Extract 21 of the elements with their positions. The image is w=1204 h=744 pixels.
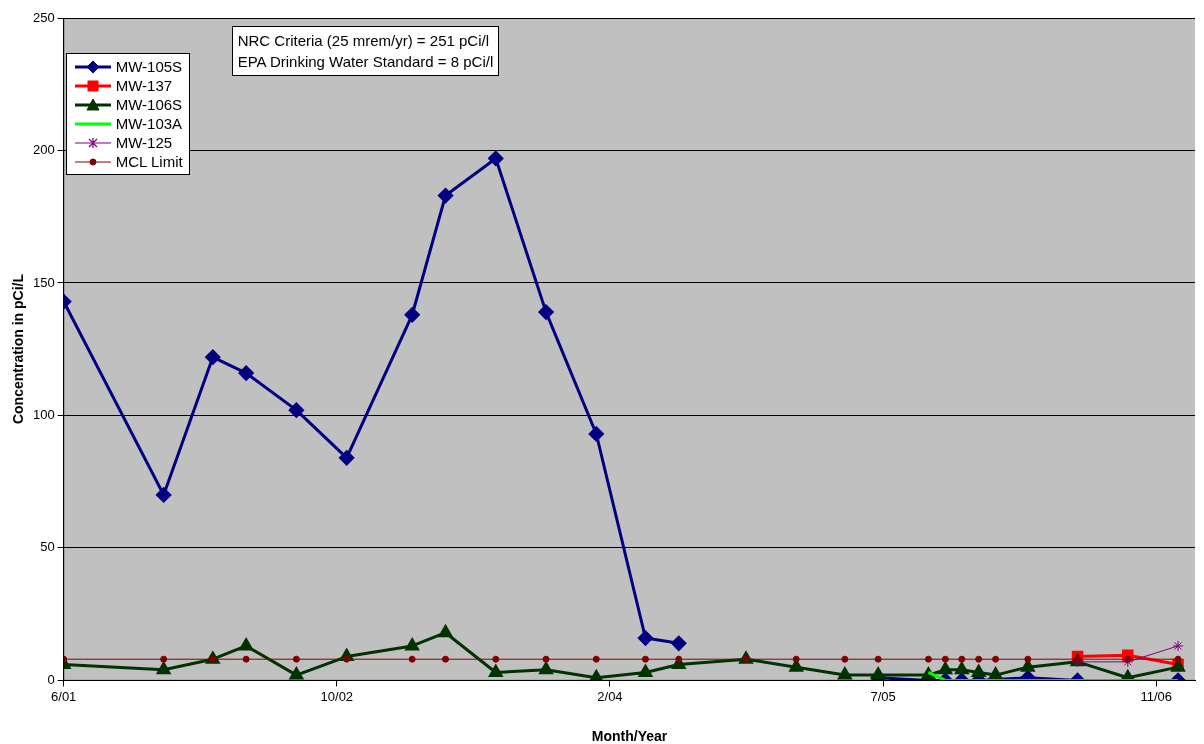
y-tick-label: 0 — [47, 671, 55, 687]
y-tick-label: 250 — [32, 9, 55, 25]
legend-label: MW-125 — [115, 133, 173, 152]
legend-label: MW-103A — [115, 114, 183, 133]
x-tick-label: 7/05 — [870, 688, 896, 704]
legend-label: MCL Limit — [115, 152, 183, 171]
annotation: NRC Criteria (25 mrem/yr) = 251 pCi/l — [237, 31, 490, 51]
legend-label: MW-137 — [115, 76, 173, 95]
x-tick-label: 11/06 — [1140, 688, 1172, 704]
legend-label: MW-106S — [115, 95, 183, 114]
legend-label: MW-105S — [115, 57, 183, 76]
x-axis-title: Month/Year — [591, 728, 668, 744]
y-axis-title: Concentration in pCi/L — [10, 274, 27, 425]
y-tick-label: 100 — [32, 407, 55, 423]
y-tick-label: 50 — [40, 539, 55, 555]
y-tick-label: 150 — [32, 274, 55, 290]
x-tick-label: 10/02 — [320, 688, 354, 704]
y-tick-label: 200 — [32, 142, 55, 158]
annotation: EPA Drinking Water Standard = 8 pCi/l — [237, 52, 494, 72]
x-tick-label: 2/04 — [597, 688, 623, 704]
x-tick-label: 6/01 — [51, 688, 77, 704]
